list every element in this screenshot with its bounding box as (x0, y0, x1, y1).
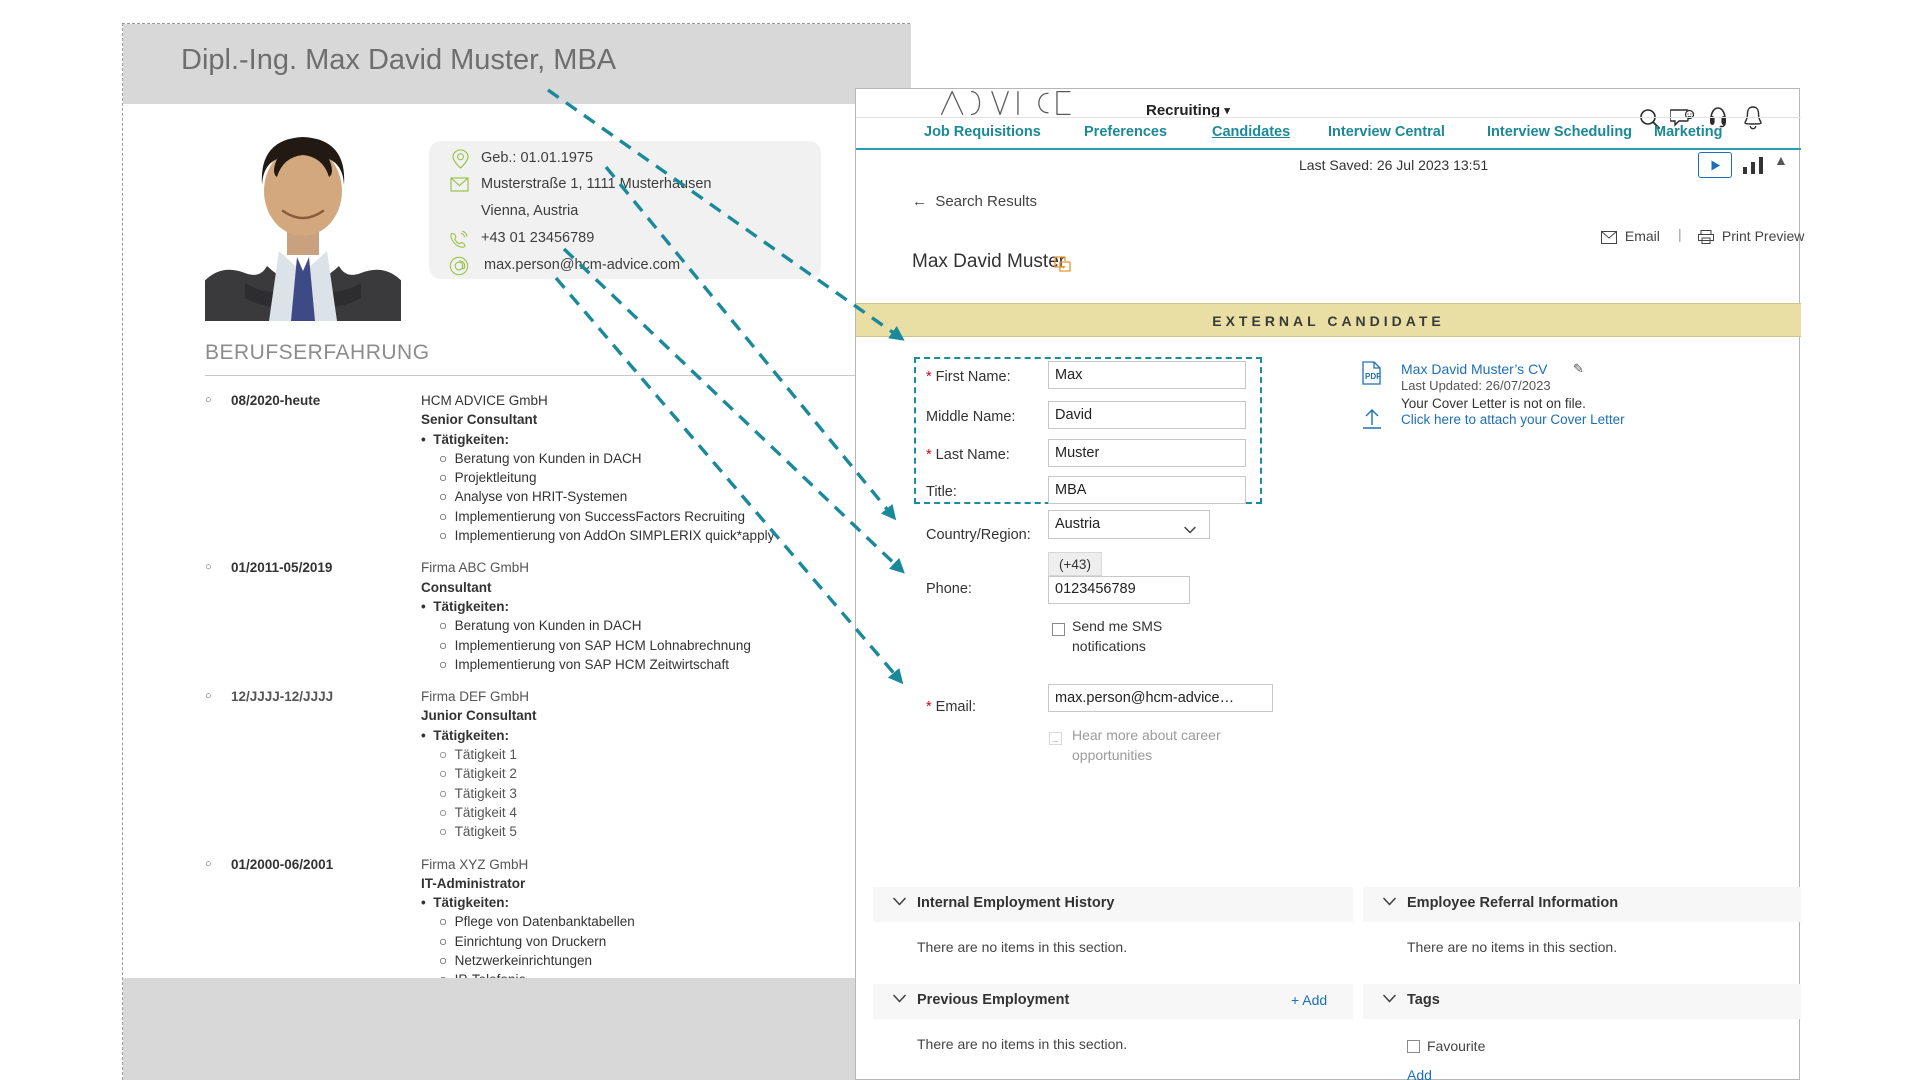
svg-text:PDF: PDF (1365, 372, 1381, 381)
